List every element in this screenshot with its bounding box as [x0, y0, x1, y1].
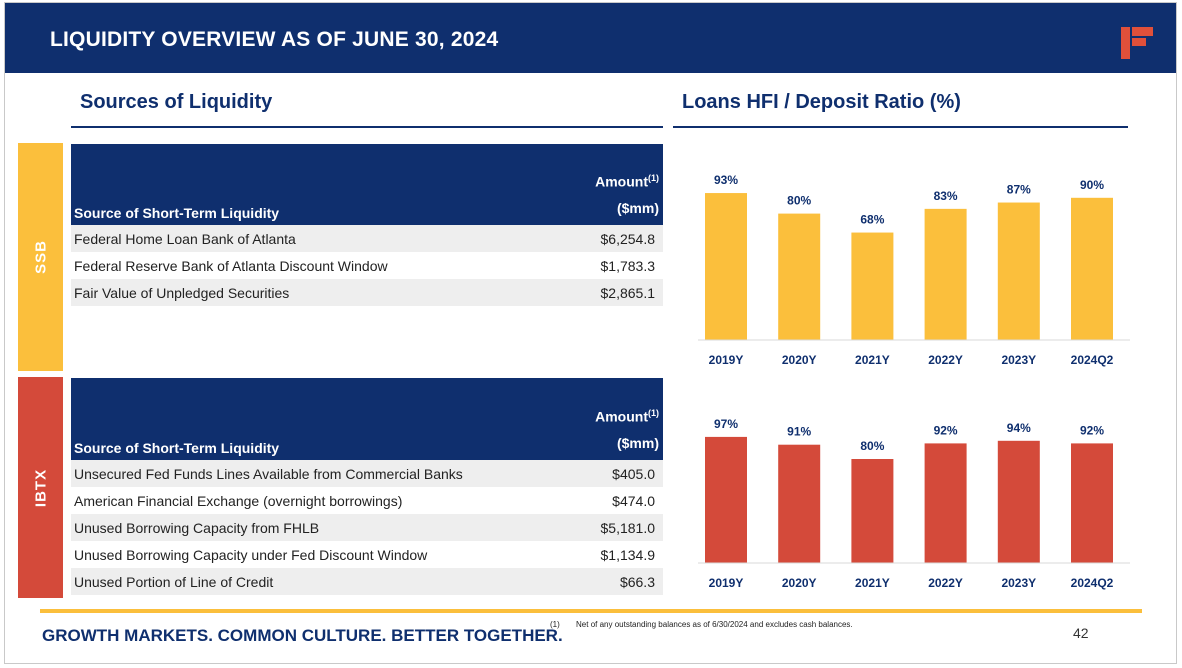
ssb-label: SSB: [32, 240, 49, 274]
bar-2023Y: [997, 202, 1040, 340]
ssb-ratio-chart: 93% 2019Y 80% 2020Y 68% 2021Y 83% 2022Y 87% 2023Y…: [698, 160, 1130, 375]
x-tick-label: 2024Q2: [1071, 353, 1114, 367]
x-tick-label: 2020Y: [782, 353, 817, 367]
page-number: 42: [1073, 625, 1089, 641]
x-tick-label: 2021Y: [855, 576, 890, 590]
ibtx-table-header: Source of Short-Term Liquidity Amount(1)…: [71, 378, 663, 460]
x-tick-label: 2022Y: [928, 353, 963, 367]
x-tick-label: 2023Y: [1001, 353, 1036, 367]
bar-2022Y: [924, 208, 967, 340]
table-row: Federal Home Loan Bank of Atlanta $6,254…: [71, 225, 663, 252]
footnote: (1) Net of any outstanding balances as o…: [550, 620, 853, 629]
ssb-side-label: SSB: [18, 143, 63, 371]
x-tick-label: 2024Q2: [1071, 576, 1114, 590]
bar-2021Y: [851, 232, 894, 340]
data-label: 80%: [860, 439, 884, 453]
bar-2024Q2: [1071, 197, 1113, 340]
bar-2021Y: [851, 459, 894, 563]
ssb-ratio-chart-svg: 93% 2019Y 80% 2020Y 68% 2021Y 83% 2022Y 87% 2023Y…: [698, 173, 1130, 367]
ssb-col-source-header: Source of Short-Term Liquidity: [74, 205, 280, 221]
table-row: Federal Reserve Bank of Atlanta Discount…: [71, 252, 663, 279]
table-row: Fair Value of Unpledged Securities $2,86…: [71, 279, 663, 306]
data-label: 97%: [714, 417, 738, 431]
bar-2019Y: [705, 436, 747, 563]
bar-2019Y: [705, 193, 747, 340]
footer-tagline: GROWTH MARKETS. COMMON CULTURE. BETTER T…: [42, 626, 563, 645]
row-source: Unsecured Fed Funds Lines Available from…: [74, 466, 463, 482]
ssb-table: Source of Short-Term Liquidity Amount(1)…: [71, 144, 663, 306]
table-row: Unsecured Fed Funds Lines Available from…: [71, 460, 663, 487]
ibtx-side-label: IBTX: [18, 377, 63, 598]
table-row: Unused Borrowing Capacity under Fed Disc…: [71, 541, 663, 568]
ratio-title: Loans HFI / Deposit Ratio (%): [682, 91, 961, 113]
row-amount: $474.0: [612, 493, 655, 509]
row-amount: $5,181.0: [600, 520, 656, 536]
table-row: American Financial Exchange (overnight b…: [71, 487, 663, 514]
data-label: 92%: [1080, 423, 1104, 437]
ibtx-ratio-chart-svg: 97% 2019Y 91% 2020Y 80% 2021Y 92% 2022Y 94% 2023Y…: [698, 417, 1130, 590]
row-source: Unused Borrowing Capacity from FHLB: [74, 520, 320, 536]
row-amount: $1,783.3: [600, 258, 656, 274]
sources-title: Sources of Liquidity: [80, 91, 273, 113]
ibtx-col-amount-header: Amount(1) ($mm): [595, 408, 659, 451]
row-source: American Financial Exchange (overnight b…: [74, 493, 403, 509]
ibtx-label: IBTX: [32, 468, 49, 507]
row-source: Federal Reserve Bank of Atlanta Discount…: [74, 258, 388, 274]
data-label: 92%: [934, 423, 958, 437]
slide-frame: [4, 2, 1177, 664]
x-tick-label: 2022Y: [928, 576, 963, 590]
page-title: LIQUIDITY OVERVIEW AS OF JUNE 30, 2024: [50, 28, 499, 51]
ratio-rule: [673, 126, 1128, 128]
x-tick-label: 2021Y: [855, 353, 890, 367]
data-label: 80%: [787, 194, 811, 208]
data-label: 87%: [1007, 183, 1031, 197]
table-row: Unused Borrowing Capacity from FHLB $5,1…: [71, 514, 663, 541]
ssb-col-amount-header: Amount(1) ($mm): [595, 173, 659, 216]
bar-2022Y: [924, 443, 967, 563]
row-amount: $6,254.8: [600, 231, 656, 247]
ssb-table-header: Source of Short-Term Liquidity Amount(1)…: [71, 144, 663, 225]
x-tick-label: 2019Y: [709, 353, 744, 367]
x-tick-label: 2023Y: [1001, 576, 1036, 590]
data-label: 68%: [860, 213, 884, 227]
footnote-number: (1): [550, 620, 560, 629]
header-bar: LIQUIDITY OVERVIEW AS OF JUNE 30, 2024: [5, 3, 1176, 73]
row-amount: $1,134.9: [600, 547, 656, 563]
data-label: 93%: [714, 173, 738, 187]
row-amount: $405.0: [612, 466, 655, 482]
x-tick-label: 2020Y: [782, 576, 817, 590]
footer-rule: [40, 609, 1142, 613]
table-row: Unused Portion of Line of Credit $66.3: [71, 568, 663, 595]
bar-2020Y: [778, 213, 821, 340]
row-source: Unused Borrowing Capacity under Fed Disc…: [74, 547, 428, 563]
data-label: 83%: [934, 189, 958, 203]
row-amount: $2,865.1: [600, 285, 656, 301]
bar-2020Y: [778, 444, 821, 563]
brand-logo-icon: [1121, 27, 1153, 59]
data-label: 90%: [1080, 178, 1104, 192]
row-source: Unused Portion of Line of Credit: [74, 574, 274, 590]
data-label: 91%: [787, 425, 811, 439]
row-source: Fair Value of Unpledged Securities: [74, 285, 290, 301]
row-amount: $66.3: [619, 574, 655, 590]
ibtx-col-source-header: Source of Short-Term Liquidity: [74, 440, 280, 456]
ibtx-ratio-chart: 97% 2019Y 91% 2020Y 80% 2021Y 92% 2022Y 94% 2023Y…: [698, 405, 1130, 595]
data-label: 94%: [1007, 421, 1031, 435]
x-tick-label: 2019Y: [709, 576, 744, 590]
footnote-text: Net of any outstanding balances as of 6/…: [576, 620, 853, 629]
bar-2023Y: [997, 440, 1040, 563]
ibtx-table: Source of Short-Term Liquidity Amount(1)…: [71, 378, 663, 595]
bar-2024Q2: [1071, 443, 1113, 563]
row-source: Federal Home Loan Bank of Atlanta: [74, 231, 296, 247]
sources-rule: [71, 126, 663, 128]
